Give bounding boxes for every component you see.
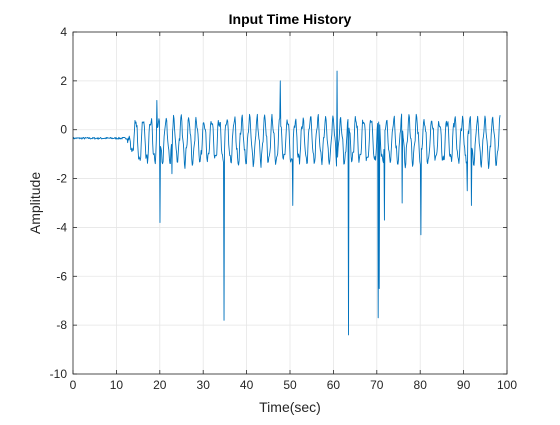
- chart-title: Input Time History: [229, 11, 352, 27]
- x-tick-label: 60: [327, 378, 341, 392]
- x-tick-label: 20: [153, 378, 167, 392]
- y-tick-label: 2: [60, 74, 67, 88]
- y-tick-label: 0: [60, 123, 67, 137]
- series-line: [73, 70, 501, 336]
- x-axis-label: Time(sec): [259, 399, 321, 415]
- x-tick-label: 80: [414, 378, 428, 392]
- ticks: 0 10 20 30 40 50 60 70 80 90 100 -10 -8 -6 -4 -2 0 2 4: [50, 25, 518, 392]
- series-layer: [73, 70, 501, 336]
- y-tick-label: -8: [56, 318, 67, 332]
- x-tick-label: 40: [240, 378, 254, 392]
- y-tick-label: -4: [56, 220, 67, 234]
- x-tick-label: 90: [457, 378, 471, 392]
- x-tick-label: 50: [283, 378, 297, 392]
- y-tick-label: -2: [56, 172, 67, 186]
- y-axis-label: Amplitude: [27, 172, 43, 234]
- x-tick-label: 0: [70, 378, 77, 392]
- x-tick-label: 30: [197, 378, 211, 392]
- y-tick-label: 4: [60, 25, 67, 39]
- x-tick-label: 100: [497, 378, 517, 392]
- x-tick-label: 10: [110, 378, 124, 392]
- x-tick-label: 70: [370, 378, 384, 392]
- y-tick-label: -6: [56, 269, 67, 283]
- y-tick-label: -10: [50, 367, 68, 381]
